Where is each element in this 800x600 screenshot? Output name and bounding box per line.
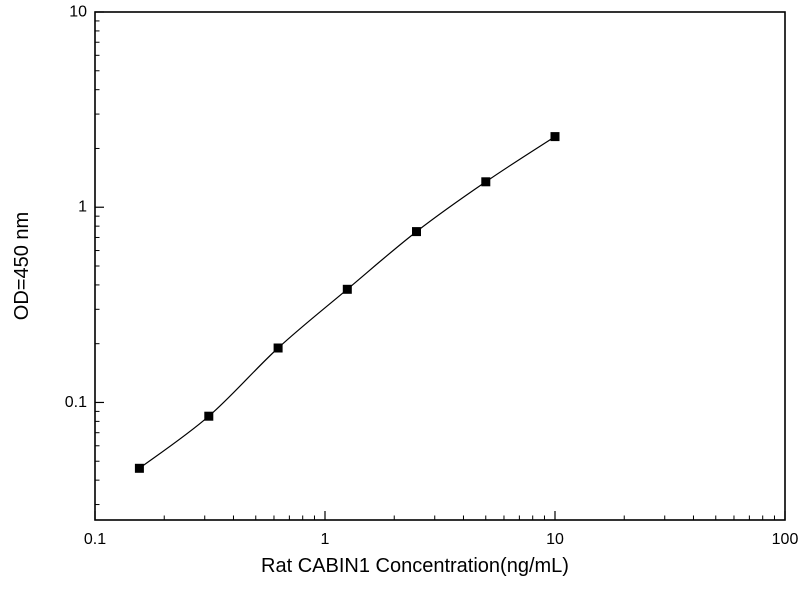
data-point-marker — [342, 284, 352, 294]
data-point-marker — [412, 227, 421, 237]
plot-area — [95, 12, 785, 520]
data-point-marker — [204, 411, 214, 421]
y-tick-label: 1 — [78, 199, 87, 216]
data-point-marker — [273, 343, 283, 353]
data-point-marker — [550, 132, 560, 142]
y-tick-label: 10 — [69, 4, 87, 21]
y-axis-title: OD=450 nm — [11, 212, 33, 320]
y-tick-label: 0.1 — [65, 394, 87, 411]
series-markers — [134, 132, 560, 473]
plot-border — [94, 11, 786, 521]
x-tick-label: 100 — [772, 531, 799, 548]
x-tick-label: 1 — [321, 531, 330, 548]
data-point-marker — [481, 177, 491, 187]
axis-tick-labels: 0.1 1 10 100 0.1 1 10 — [65, 4, 799, 549]
data-point-marker — [134, 463, 144, 473]
x-axis-title: Rat CABIN1 Concentration(ng/mL) — [261, 555, 569, 577]
x-tick-label: 10 — [546, 531, 564, 548]
x-tick-label: 0.1 — [84, 531, 106, 548]
